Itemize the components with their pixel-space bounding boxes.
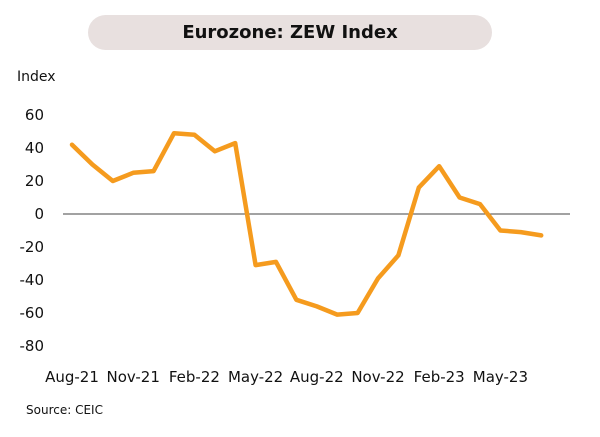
data-point xyxy=(152,169,156,173)
data-point xyxy=(519,230,523,234)
data-point xyxy=(417,186,421,190)
x-tick-label: Aug-22 xyxy=(290,368,344,386)
x-tick-label: Nov-21 xyxy=(107,368,160,386)
chart-title-banner: Eurozone: ZEW Index xyxy=(88,15,492,50)
series-line xyxy=(69,130,544,317)
y-tick-label: 0 xyxy=(34,205,44,223)
data-point xyxy=(172,131,176,135)
y-tick-label: -80 xyxy=(20,337,45,355)
data-point xyxy=(478,202,482,206)
y-tick-label: -40 xyxy=(20,271,45,289)
y-tick-label: -60 xyxy=(20,304,45,322)
y-tick-label: -20 xyxy=(20,238,45,256)
y-tick-label: 20 xyxy=(25,172,44,190)
data-point xyxy=(539,233,543,237)
y-axis-label: Index xyxy=(17,69,56,85)
data-point xyxy=(233,141,237,145)
data-point xyxy=(254,263,258,267)
data-point xyxy=(111,179,115,183)
y-tick-label: 40 xyxy=(25,139,44,157)
data-point xyxy=(458,196,462,200)
x-tick-label: Feb-22 xyxy=(169,368,220,386)
data-point xyxy=(335,313,339,317)
data-point xyxy=(192,133,196,137)
data-point xyxy=(294,298,298,302)
data-point xyxy=(90,163,94,167)
chart-title: Eurozone: ZEW Index xyxy=(182,22,398,43)
x-tick-label: May-22 xyxy=(228,368,283,386)
data-point xyxy=(131,171,135,175)
source-note: Source: CEIC xyxy=(26,403,103,417)
data-point xyxy=(213,149,217,153)
data-point xyxy=(356,311,360,315)
x-tick-label: May-23 xyxy=(473,368,528,386)
data-point xyxy=(396,253,400,257)
data-point xyxy=(70,143,74,147)
data-point xyxy=(376,276,380,280)
x-tick-label: Feb-23 xyxy=(414,368,465,386)
x-tick-label: Nov-22 xyxy=(351,368,404,386)
data-point xyxy=(274,260,278,264)
y-tick-label: 60 xyxy=(25,106,44,124)
data-point xyxy=(315,304,319,308)
data-point xyxy=(498,229,502,233)
data-point xyxy=(437,164,441,168)
x-tick-label: Aug-21 xyxy=(45,368,99,386)
